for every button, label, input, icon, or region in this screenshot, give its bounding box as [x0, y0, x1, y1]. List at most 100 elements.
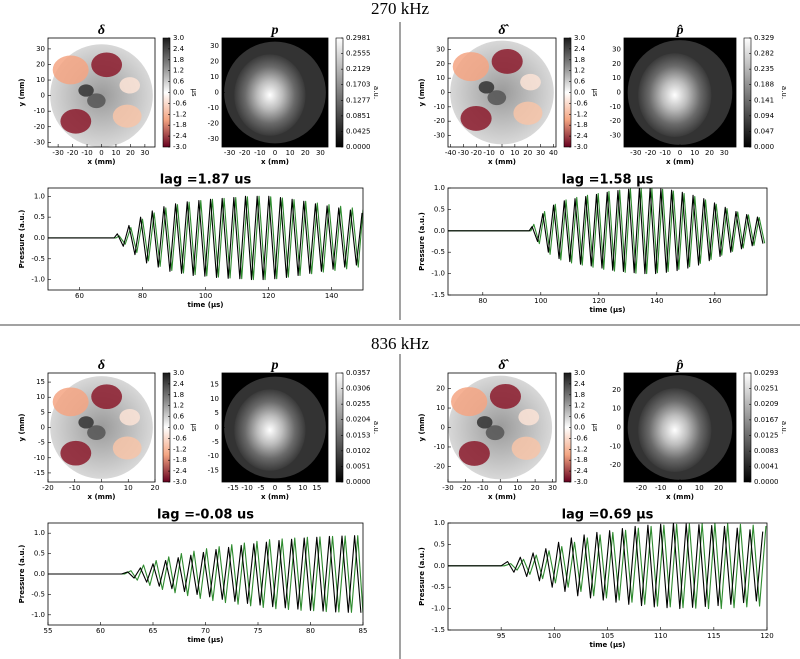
colorbar-tick-label: 0.0000 — [346, 478, 371, 486]
x-tick-label: -10 — [660, 149, 671, 157]
x-tick-label: 120 — [592, 297, 605, 305]
map-image — [448, 375, 553, 480]
x-tick-label: 30 — [548, 484, 557, 492]
colorbar-tick-label: -1.2 — [173, 110, 187, 118]
y-tick-label: -5 — [212, 438, 219, 446]
colorbar-label: a.u. — [372, 86, 380, 99]
x-tick-label: -20 — [636, 484, 647, 492]
colorbar-tick-label: 0.188 — [754, 81, 774, 89]
map-patch — [87, 93, 106, 109]
colorbar-tick-label: -3.0 — [574, 478, 588, 486]
colorbar-tick-label: -1.2 — [173, 445, 187, 453]
y-tick-label: -20 — [434, 117, 445, 125]
map-image — [624, 38, 736, 147]
y-tick-label: 0.0 — [434, 227, 445, 235]
colorbar-tick-label: 0.1703 — [346, 81, 371, 89]
y-tick-label: -15 — [34, 469, 45, 477]
map-patch — [52, 387, 89, 417]
x-tick-label: 160 — [708, 297, 721, 305]
x-axis-label: time (μs) — [188, 301, 224, 309]
x-tick-label: 10 — [111, 149, 120, 157]
colorbar-label: μs — [591, 423, 599, 431]
colorbar-tick-label: 0.0306 — [346, 385, 371, 393]
x-tick-label: 80 — [306, 627, 315, 635]
section-title: 270 kHz — [371, 0, 430, 18]
colorbar-tick-label: 2.4 — [574, 45, 586, 53]
x-tick-label: 120 — [760, 632, 773, 640]
y-axis-label: Pressure (a.u.) — [418, 212, 426, 271]
y-tick-label: 30 — [36, 45, 45, 53]
y-tick-label: 10 — [436, 74, 445, 82]
colorbar-tick-label: 3.0 — [574, 369, 585, 377]
x-axis-label: x (mm) — [261, 158, 289, 166]
colorbar-tick-label: 0.282 — [754, 50, 774, 58]
x-tick-label: 80 — [138, 292, 147, 300]
map-title: δ — [98, 358, 105, 373]
y-tick-label: 1.0 — [434, 184, 445, 192]
x-tick-label: 10 — [298, 484, 307, 492]
y-axis-label: y (mm) — [418, 414, 426, 442]
x-tick-label: -5 — [258, 484, 265, 492]
y-tick-label: -0.5 — [431, 248, 445, 256]
colorbar-tick-label: 0.6 — [173, 78, 185, 86]
x-tick-label: -10 — [69, 484, 80, 492]
x-axis-label: time (μs) — [188, 636, 224, 644]
x-tick-label: 0 — [99, 484, 103, 492]
y-tick-label: 0.5 — [434, 205, 445, 213]
x-tick-label: 30 — [536, 149, 545, 157]
x-axis-label: x (mm) — [666, 158, 694, 166]
y-tick-label: 10 — [612, 74, 621, 82]
x-tick-label: 15 — [312, 484, 321, 492]
map-title: p — [271, 358, 279, 373]
x-axis-label: time (μs) — [590, 306, 626, 314]
x-tick-label: -15 — [227, 484, 238, 492]
x-tick-label: 0 — [678, 149, 682, 157]
y-tick-label: 30 — [210, 42, 219, 50]
y-axis-label: Pressure (a.u.) — [18, 210, 26, 269]
colorbar-tick-label: 0.6 — [173, 413, 185, 421]
y-tick-label: 5 — [41, 408, 45, 416]
colorbar-tick-label: 0.000 — [754, 143, 774, 151]
map-patch — [485, 425, 505, 441]
colorbar-tick-label: -1.2 — [574, 110, 588, 118]
y-tick-label: 0 — [441, 424, 445, 432]
y-axis-label: Pressure (a.u.) — [418, 547, 426, 606]
y-tick-label: -1.0 — [31, 276, 45, 284]
map-image — [450, 40, 554, 145]
map-spot — [234, 389, 306, 471]
colorbar-label: μs — [190, 423, 198, 431]
colorbar-tick-label: 0.0851 — [346, 112, 371, 120]
map-patch — [460, 105, 492, 131]
y-tick-label: 0 — [41, 92, 45, 100]
colorbar-tick-label: 1.2 — [173, 402, 184, 410]
map-title: p̂ — [676, 358, 684, 373]
x-tick-label: 85 — [359, 627, 368, 635]
colorbar-tick-label: -1.8 — [574, 121, 588, 129]
map-title: p̂ — [676, 23, 684, 38]
y-tick-label: -30 — [208, 135, 219, 143]
x-tick-label: 60 — [75, 292, 84, 300]
colorbar-tick-label: -0.6 — [173, 434, 187, 442]
x-tick-label: 0 — [273, 149, 277, 157]
map-patch — [451, 387, 488, 417]
section-title: 836 kHz — [371, 334, 430, 353]
x-tick-label: 80 — [478, 297, 487, 305]
colorbar-tick-label: 0.0425 — [346, 127, 371, 135]
map-spot — [638, 388, 712, 472]
x-tick-label: 30 — [140, 149, 149, 157]
colorbar-tick-label: 0.6 — [574, 413, 586, 421]
colorbar-label: μs — [190, 88, 198, 96]
y-tick-label: -30 — [610, 132, 621, 140]
x-tick-label: 10 — [510, 149, 519, 157]
y-tick-label: 30 — [612, 45, 621, 53]
y-tick-label: 1.0 — [434, 519, 445, 527]
colorbar-tick-label: -0.6 — [173, 99, 187, 107]
x-tick-label: 0 — [99, 149, 103, 157]
y-tick-label: -1.0 — [431, 270, 445, 278]
x-tick-label: 20 — [531, 484, 540, 492]
y-tick-label: -10 — [208, 104, 219, 112]
y-tick-label: -20 — [208, 120, 219, 128]
y-tick-label: -1.5 — [431, 626, 445, 634]
x-tick-label: 140 — [650, 297, 663, 305]
